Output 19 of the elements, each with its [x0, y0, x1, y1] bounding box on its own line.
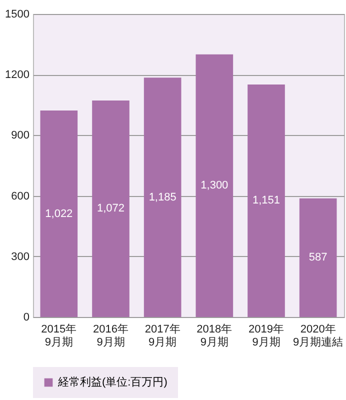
y-tick-label: 1500 [5, 8, 30, 20]
data-label: 1,072 [96, 202, 125, 215]
y-tick-label: 900 [11, 130, 30, 142]
x-tick-label: 2015年 9月期 [41, 324, 77, 348]
y-tick-label: 1200 [5, 69, 30, 82]
x-tick-label: 2018年 9月期 [196, 324, 232, 348]
data-label: 1,022 [45, 208, 73, 220]
x-tick-label: 2019年 9月期 [248, 324, 284, 348]
data-label: 1,300 [200, 180, 228, 192]
y-tick-label: 0 [23, 312, 30, 324]
x-tick-label: 2016年 9月期 [93, 324, 128, 348]
x-tick-label: 2017年 9月期 [144, 324, 180, 348]
x-tick-label: 2020年 9月期連結 [293, 324, 344, 348]
data-label: 1,185 [148, 191, 176, 204]
y-tick-label: 300 [11, 250, 30, 263]
data-label: 587 [308, 252, 328, 264]
legend-label: 経常利益(単位:百万円) [57, 376, 168, 388]
y-tick-label: 600 [11, 190, 30, 202]
data-label: 1,151 [252, 194, 280, 207]
